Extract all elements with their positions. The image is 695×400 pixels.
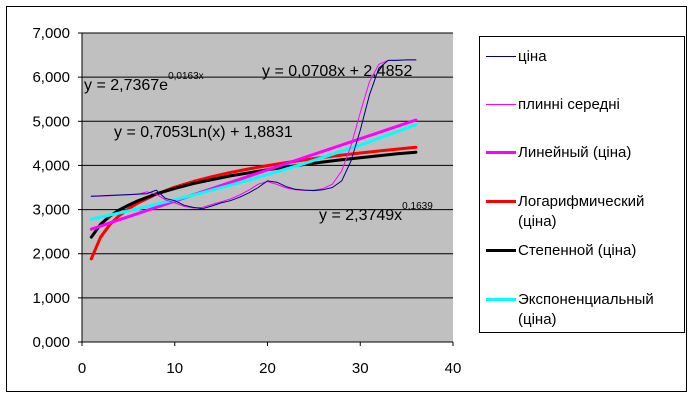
legend-swatch-power (486, 249, 516, 252)
axes (78, 32, 454, 346)
trend-power-line (89, 150, 418, 239)
linear-equation: y = 0,0708x + 2,4852 (262, 63, 412, 80)
trend-linear-line (89, 118, 418, 231)
gridlines (82, 32, 453, 299)
x-tick-label: 20 (259, 360, 276, 377)
x-tick-label: 10 (166, 360, 183, 377)
legend: ціна плинні середні Линейный (ціна) Лога… (479, 36, 685, 333)
log-equation: y = 0,7053Ln(x) + 1,8831 (114, 124, 293, 141)
series-layer (89, 59, 418, 261)
power-equation: y = 2,3749x0,1639 (319, 201, 433, 224)
x-tick-label: 0 (78, 360, 86, 377)
legend-label-exp: Экспоненциальный (ціна) (518, 291, 654, 328)
legend-swatch-linear (486, 151, 516, 154)
legend-label-moving-average: плинні середні (518, 96, 620, 113)
legend-swatch-price (486, 56, 516, 57)
series-price-line (90, 59, 417, 210)
y-tick-label: 1,000 (32, 290, 70, 307)
legend-swatch-moving-average (486, 104, 516, 105)
y-tick-label: 0,000 (32, 334, 70, 351)
y-tick-label: 3,000 (32, 202, 70, 219)
legend-label-linear: Линейный (ціна) (518, 144, 632, 161)
y-tick-label: 7,000 (32, 25, 70, 42)
legend-label-price: ціна (518, 48, 547, 65)
legend-swatch-exp (486, 298, 516, 301)
series-moving-average-line (90, 59, 417, 209)
y-tick-label: 2,000 (32, 246, 70, 263)
x-tick-label: 40 (445, 360, 462, 377)
legend-swatch-log (486, 200, 516, 203)
y-tick-label: 4,000 (32, 157, 70, 174)
exp-equation: y = 2,7367e0,0163x (84, 71, 204, 94)
x-tick-label: 30 (352, 360, 369, 377)
y-tick-label: 5,000 (32, 113, 70, 130)
legend-label-log: Логарифмический (ціна) (518, 193, 645, 230)
plot-area (82, 33, 453, 342)
legend-label-power: Степенной (ціна) (518, 242, 637, 259)
tick-labels: 0,000 1,000 2,000 3,000 4,000 5,000 6,000 7,000… (32, 25, 461, 377)
trend-exp-line (89, 123, 418, 221)
y-tick-label: 6,000 (32, 69, 70, 86)
